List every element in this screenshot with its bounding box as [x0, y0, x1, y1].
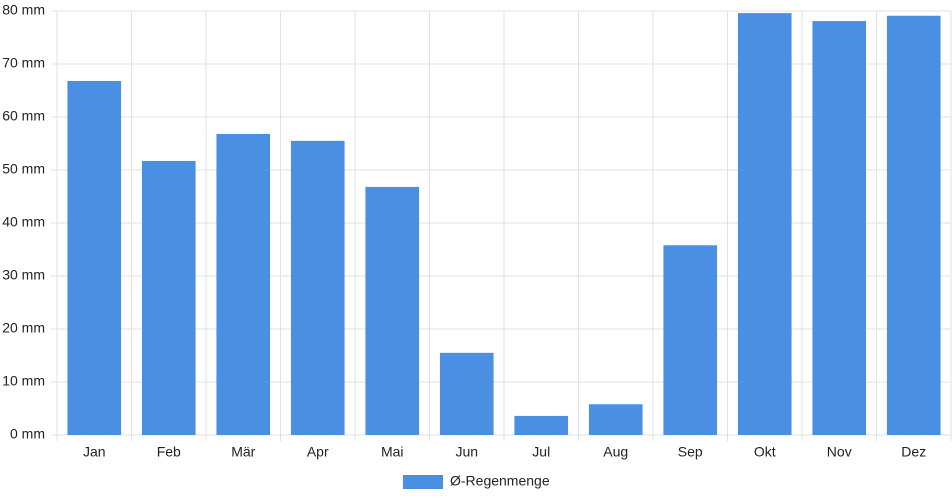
- x-tick-label: Okt: [754, 444, 776, 460]
- x-tick-label: Feb: [157, 444, 181, 460]
- bar: [514, 415, 569, 435]
- legend-swatch[interactable]: [403, 475, 443, 489]
- bar: [216, 133, 271, 435]
- x-tick-label: Jun: [455, 444, 478, 460]
- y-tick-label: 60 mm: [2, 108, 45, 124]
- bar: [290, 140, 345, 435]
- bar: [588, 404, 643, 435]
- x-tick-label: Mär: [231, 444, 255, 460]
- y-tick-label: 20 mm: [2, 320, 45, 336]
- y-tick-label: 50 mm: [2, 161, 45, 177]
- y-tick-label: 10 mm: [2, 373, 45, 389]
- y-tick-label: 0 mm: [10, 426, 45, 442]
- y-tick-label: 30 mm: [2, 267, 45, 283]
- x-tick-label: Mai: [381, 444, 404, 460]
- bar: [737, 13, 792, 436]
- x-tick-label: Sep: [678, 444, 703, 460]
- x-tick-label: Jul: [532, 444, 550, 460]
- y-tick-label: 80 mm: [2, 2, 45, 18]
- x-tick-label: Aug: [603, 444, 628, 460]
- y-tick-label: 40 mm: [2, 214, 45, 230]
- bar: [141, 160, 196, 436]
- x-tick-label: Nov: [827, 444, 852, 460]
- bar: [663, 245, 718, 435]
- bar: [812, 21, 867, 435]
- x-tick-label: Dez: [901, 444, 926, 460]
- bar: [439, 352, 494, 435]
- legend-label[interactable]: Ø-Regenmenge: [450, 473, 550, 489]
- y-tick-label: 70 mm: [2, 55, 45, 71]
- bar: [886, 15, 941, 436]
- bar: [67, 80, 122, 436]
- bar: [365, 186, 420, 435]
- x-tick-label: Jan: [83, 444, 106, 460]
- x-tick-label: Apr: [307, 444, 329, 460]
